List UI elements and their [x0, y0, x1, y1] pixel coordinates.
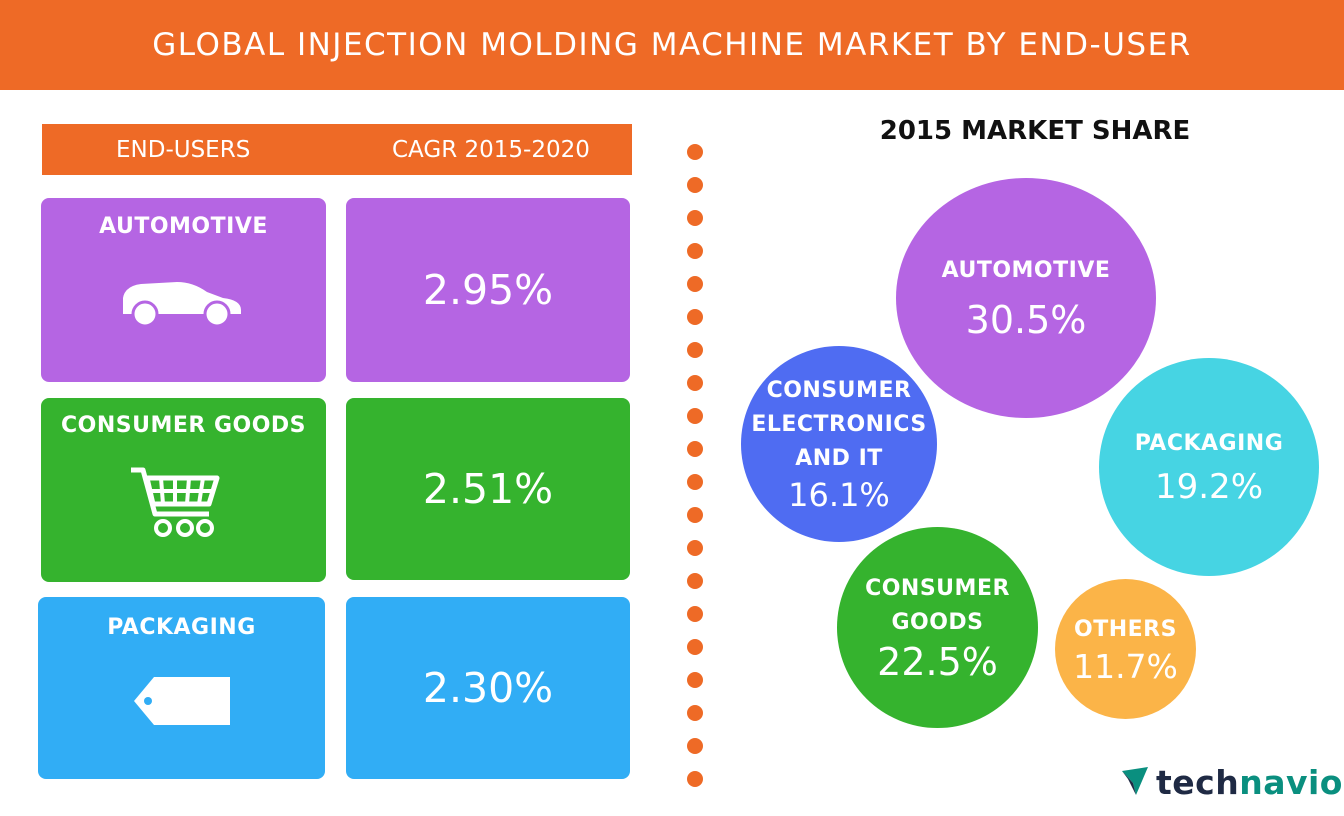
bubble-label: CONSUMER GOODS — [865, 575, 1010, 635]
cagr-card-packaging: 2.30% — [346, 597, 630, 779]
divider-dot — [687, 738, 703, 754]
bubble-label: OTHERS — [1074, 616, 1177, 642]
logo-text: technavio — [1156, 763, 1343, 802]
bubble-packaging: PACKAGING 19.2% — [1099, 358, 1319, 576]
cagr-card-automotive: 2.95% — [346, 198, 630, 382]
logo-text-tech: tech — [1156, 762, 1240, 802]
divider-dot — [687, 573, 703, 589]
car-icon — [123, 282, 241, 326]
col-header-end-users: END-USERS — [116, 137, 251, 163]
end-user-label: PACKAGING — [107, 615, 256, 640]
bubble-value: 16.1% — [788, 476, 890, 514]
page-title: GLOBAL INJECTION MOLDING MACHINE MARKET … — [152, 27, 1192, 63]
cagr-value: 2.30% — [422, 664, 554, 712]
logo-text-navio: navio — [1239, 762, 1343, 802]
divider-dot — [687, 408, 703, 424]
divider-dot — [687, 705, 703, 721]
bubble-value: 22.5% — [877, 639, 998, 684]
end-user-card-consumer-goods: CONSUMER GOODS — [41, 398, 326, 582]
bubble-others: OTHERS 11.7% — [1055, 579, 1196, 719]
bubble-value: 19.2% — [1154, 467, 1263, 507]
technavio-logo-mark-icon — [1122, 767, 1148, 795]
divider-dot — [687, 507, 703, 523]
divider-dot — [687, 606, 703, 622]
divider-dot — [687, 144, 703, 160]
divider-dot — [687, 342, 703, 358]
tag-icon — [134, 677, 230, 725]
shopping-cart-icon — [131, 467, 220, 537]
bubble-consumer-electronics: CONSUMER ELECTRONICS AND IT 16.1% — [741, 346, 937, 542]
bubble-automotive: AUTOMOTIVE 30.5% — [896, 178, 1156, 418]
divider-dot — [687, 243, 703, 259]
bubble-label: PACKAGING — [1134, 431, 1284, 456]
bubble-consumer-goods: CONSUMER GOODS 22.5% — [837, 527, 1038, 728]
end-user-card-automotive: AUTOMOTIVE — [41, 198, 326, 382]
cagr-value: 2.95% — [422, 266, 554, 314]
end-user-card-packaging: PACKAGING — [38, 597, 325, 779]
end-user-label: AUTOMOTIVE — [99, 214, 268, 239]
bubble-label: CONSUMER ELECTRONICS AND IT — [751, 378, 927, 471]
divider-dot — [687, 441, 703, 457]
dotted-divider — [687, 144, 703, 787]
divider-dot — [687, 210, 703, 226]
divider-dot — [687, 672, 703, 688]
divider-dot — [687, 540, 703, 556]
bubble-label: AUTOMOTIVE — [941, 258, 1111, 283]
cagr-value: 2.51% — [422, 465, 554, 513]
divider-dot — [687, 177, 703, 193]
col-header-cagr: CAGR 2015-2020 — [392, 137, 590, 163]
table-header: END-USERS CAGR 2015-2020 — [42, 124, 632, 175]
divider-dot — [687, 276, 703, 292]
title-banner: GLOBAL INJECTION MOLDING MACHINE MARKET … — [0, 0, 1344, 90]
cagr-card-consumer-goods: 2.51% — [346, 398, 630, 580]
end-user-label: CONSUMER GOODS — [60, 413, 307, 438]
technavio-logo: technavio — [1120, 760, 1343, 804]
divider-dot — [687, 474, 703, 490]
divider-dot — [687, 309, 703, 325]
divider-dot — [687, 639, 703, 655]
divider-dot — [687, 771, 703, 787]
bubble-value: 30.5% — [965, 298, 1087, 342]
market-share-title: 2015 MARKET SHARE — [879, 116, 1191, 146]
divider-dot — [687, 375, 703, 391]
bubble-value: 11.7% — [1073, 646, 1178, 686]
